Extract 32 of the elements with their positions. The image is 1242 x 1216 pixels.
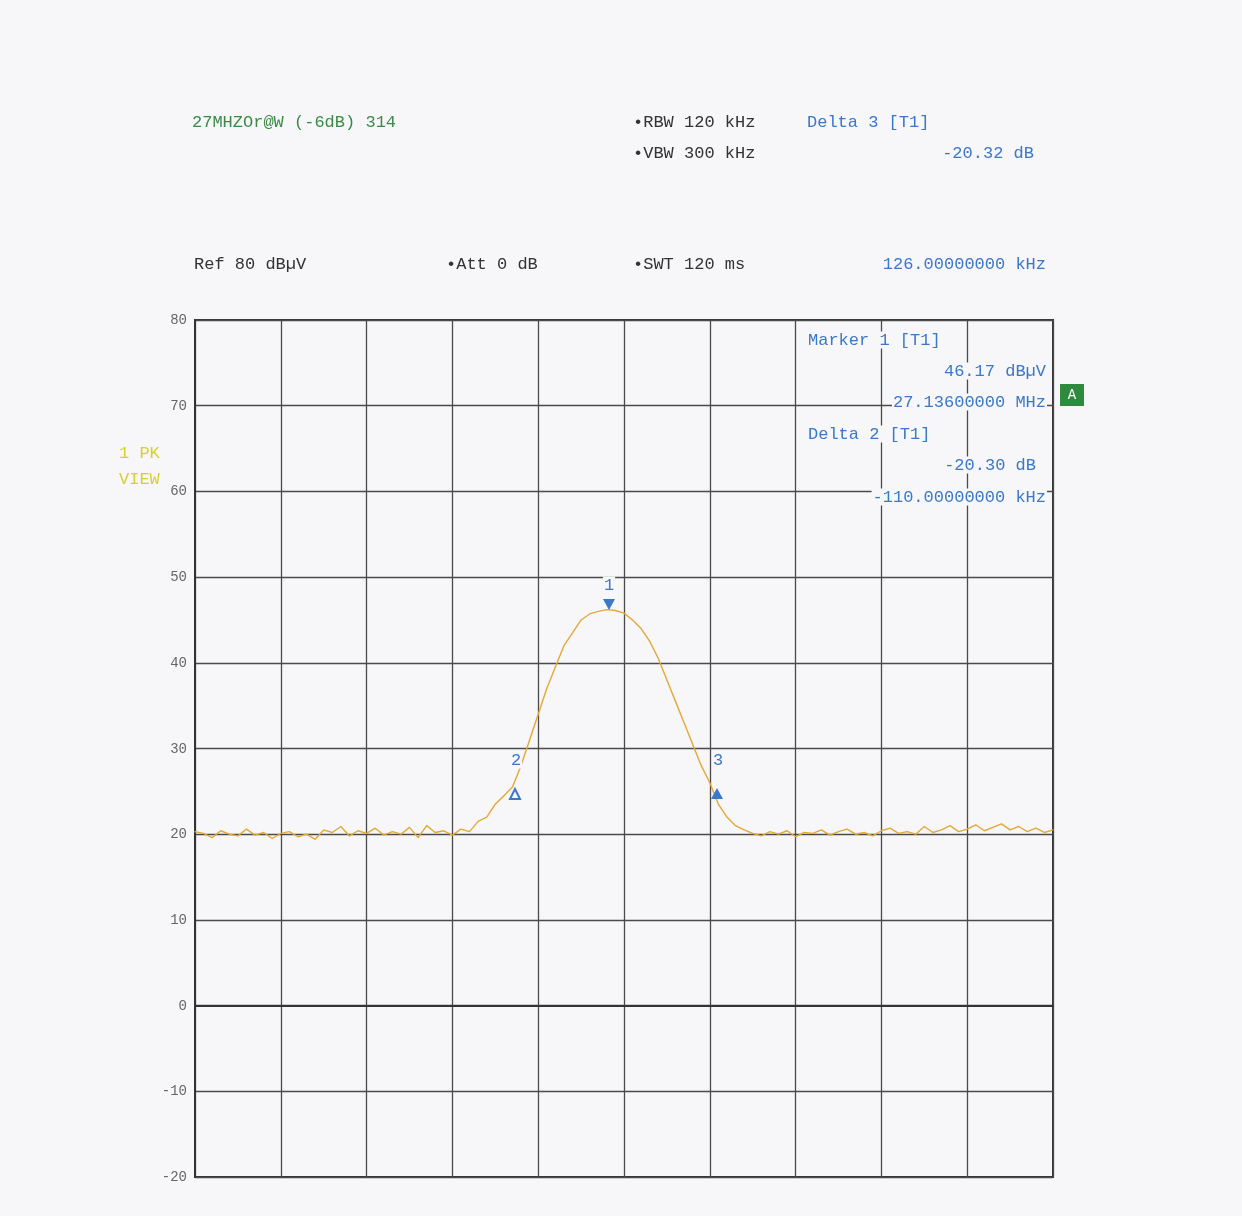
chart-title: 27MHZOr@W (-6dB) 314 [192,113,397,132]
text: VIEW [119,469,161,489]
y-tick-label: -10 [161,1083,187,1100]
text: A [1067,387,1077,403]
annotation: Delta 2 [T1] [808,424,931,444]
annotation: -110.00000000 kHz [872,487,1046,507]
annotation: Marker 1 [T1] [808,330,941,350]
annotation: 2 [510,750,522,770]
text: 126.00000000 kHz [882,254,1046,274]
y-tick-label: 70 [170,397,187,414]
annotation: 1 [603,575,615,595]
annotation: 27.13600000 MHz [892,392,1046,412]
text: Ref 80 dBµV [194,254,308,274]
y-tick-label: 80 [170,312,187,328]
annotation: 46.17 dBµV [943,361,1047,381]
text: •VBW 300 kHz [633,143,756,163]
y-tick-label: 20 [170,826,187,843]
y-tick-label: 50 [170,569,187,586]
text: •Att 0 dB [446,254,538,274]
text: Delta 3 [T1] [807,112,930,132]
annotation: -20.30 dB [944,455,1036,475]
y-tick-label: 40 [170,654,187,671]
y-tick-label: 10 [170,911,187,928]
text: •SWT 120 ms [633,254,746,274]
text: •RBW 120 kHz [633,112,756,132]
y-tick-label: 30 [170,740,187,757]
text: -20.32 dB [942,143,1034,163]
y-tick-label: 0 [178,997,187,1014]
y-tick-label: 60 [170,483,187,500]
text: 1 PK [119,443,161,463]
annotation: 3 [712,750,724,770]
y-tick-label: -20 [161,1169,187,1185]
